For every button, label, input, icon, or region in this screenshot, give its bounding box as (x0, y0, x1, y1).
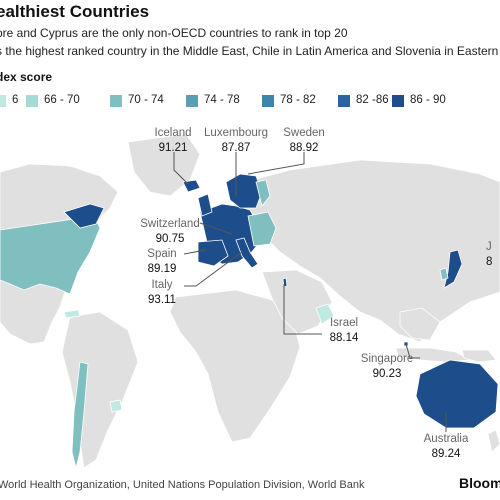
legend-swatch (262, 95, 274, 107)
callout-japan-value: 8 (486, 256, 493, 268)
country-new-guinea (461, 349, 497, 363)
leader-singapore (405, 343, 420, 359)
leader-italy (184, 251, 243, 287)
country-middle-east (261, 269, 333, 335)
callout-sweden-value: 88.92 (289, 142, 319, 154)
legend-label: 6 (12, 94, 19, 106)
leader-israel (283, 284, 322, 335)
callout-israel-value: 88.14 (329, 332, 359, 344)
country-south-korea (439, 267, 449, 281)
callout-japan-name: J (486, 241, 492, 253)
country-united-states (0, 215, 101, 295)
legend-swatch (0, 95, 6, 107)
legend-swatch (110, 95, 122, 107)
legend-label: 82 -86 (356, 94, 389, 106)
callout-israel-name: Israel (329, 317, 359, 329)
leader-switzerland (199, 222, 233, 235)
callout-spain-value: 89.19 (147, 263, 177, 275)
callout-australia-value: 89.24 (431, 448, 461, 460)
callout-singapore-value: 90.23 (372, 368, 402, 380)
country-oman (315, 303, 335, 325)
legend-label: 74 - 78 (204, 94, 240, 106)
country-australia (415, 359, 499, 429)
callout-israel: Israel 88.14 (324, 316, 364, 346)
callout-japan: J 8 (486, 240, 500, 270)
callout-sweden-name: Sweden (283, 127, 325, 139)
country-eurasia (229, 159, 500, 343)
callout-italy-value: 93.11 (148, 294, 176, 306)
chart-title: ealthiest Countries (0, 2, 150, 21)
country-japan (443, 249, 463, 289)
callout-singapore-name: Singapore (360, 353, 414, 365)
land-layer (0, 133, 500, 469)
subtitle-line-2: s the highest ranked country in the Midd… (0, 44, 499, 58)
callout-iceland-name: Iceland (154, 127, 192, 139)
country-new-zealand (487, 429, 500, 453)
callout-iceland-value: 91.21 (158, 142, 188, 154)
legend-swatch (392, 95, 404, 107)
leader-sweden (247, 152, 305, 175)
callout-italy-name: Italy (151, 279, 173, 291)
country-italy-peninsula (235, 237, 259, 269)
brand-logo: Bloom (459, 475, 500, 491)
legend-swatch (26, 95, 38, 107)
leader-spain (183, 249, 207, 255)
subtitle-line-1: ore and Cyprus are the only non-OECD cou… (0, 26, 348, 40)
world-map (0, 133, 500, 469)
country-eastern-europe (247, 211, 277, 247)
callout-switzerland-value: 90.75 (155, 233, 185, 245)
country-canada-east (63, 203, 105, 229)
leader-iceland (173, 152, 189, 185)
callout-spain-name: Spain (147, 248, 177, 260)
country-greenland (127, 133, 201, 197)
country-iberia (197, 239, 229, 267)
legend-label: 66 - 70 (44, 94, 80, 106)
legend-swatch (338, 95, 350, 107)
country-southeast-asia (399, 307, 441, 341)
country-scandinavia (225, 173, 263, 209)
country-chile (71, 361, 89, 469)
callout-italy: Italy 93.11 (140, 278, 184, 308)
callout-switzerland-name: Switzerland (140, 218, 200, 230)
country-uruguay (109, 399, 123, 413)
callout-australia-name: Australia (423, 433, 469, 445)
legend-label: 78 - 82 (280, 94, 316, 106)
legend: 6 66 - 70 70 - 74 74 - 78 78 - 82 82 -86 86 - … (0, 93, 500, 109)
callout-singapore: Singapore 90.23 (356, 352, 418, 382)
callout-australia: Australia 89.24 (418, 432, 474, 462)
callout-iceland: Iceland 91.21 (147, 126, 199, 156)
legend-label: 86 - 90 (410, 94, 446, 106)
callout-spain: Spain 89.19 (140, 247, 184, 277)
legend-title: dex score (0, 70, 53, 84)
callout-luxembourg-value: 87.87 (221, 142, 251, 154)
country-finland (255, 179, 271, 207)
callout-switzerland: Switzerland 90.75 (140, 217, 200, 247)
leader-lines (173, 152, 447, 432)
country-uk-ireland (197, 193, 213, 217)
legend-label: 70 - 74 (128, 94, 164, 106)
legend-swatch (186, 95, 198, 107)
source-note: World Health Organization, United Nation… (0, 479, 365, 491)
callout-luxembourg: Luxembourg 87.87 (200, 126, 272, 156)
callout-luxembourg-name: Luxembourg (204, 127, 268, 139)
country-cuba-caribbean (63, 309, 81, 319)
callout-sweden: Sweden 88.92 (278, 126, 330, 156)
